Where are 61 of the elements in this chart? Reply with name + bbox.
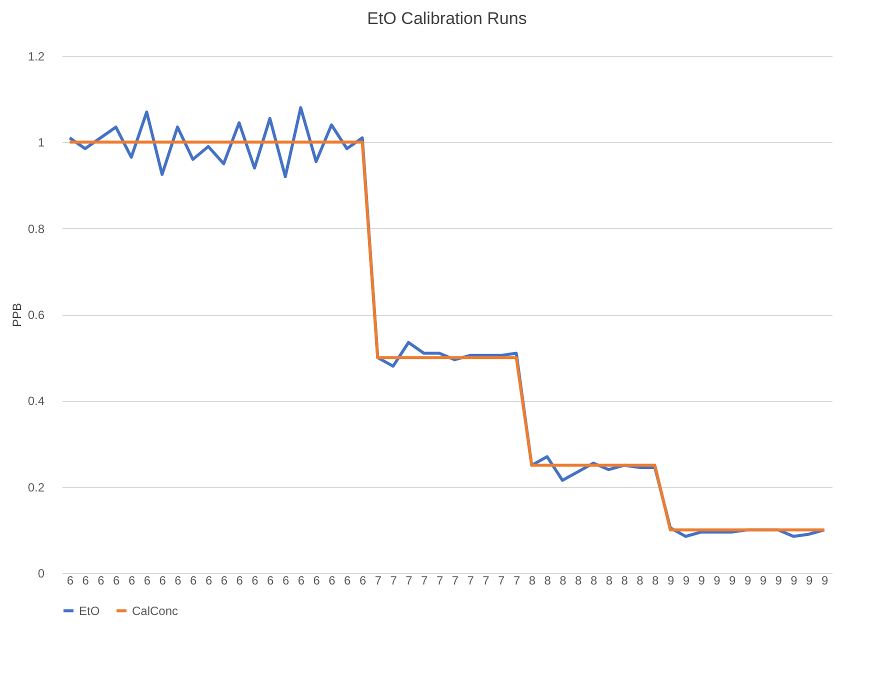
x-tick-label: 6 [113, 574, 120, 588]
x-tick-label: 8 [560, 574, 567, 588]
x-tick-label: 6 [359, 574, 366, 588]
x-tick-label: 9 [667, 574, 674, 588]
x-tick-label: 7 [513, 574, 520, 588]
legend-label: EtO [79, 604, 100, 618]
legend-label: CalConc [132, 604, 178, 618]
x-tick-label: 6 [82, 574, 90, 588]
x-tick-label: 7 [406, 574, 413, 588]
x-tick-label: 7 [421, 574, 428, 588]
x-tick-label: 6 [282, 574, 290, 588]
x-tick-label: 6 [128, 574, 136, 588]
x-tick-label: 9 [698, 574, 706, 588]
x-tick-label: 6 [190, 574, 198, 588]
chart-title: EtO Calibration Runs [367, 9, 527, 28]
y-tick-label: 1 [38, 136, 45, 150]
x-tick-label: 8 [528, 574, 536, 588]
x-tick-label: 9 [714, 574, 721, 588]
x-tick-label: 8 [590, 574, 598, 588]
x-tick-label: 7 [452, 574, 459, 588]
y-tick-label: 0.4 [28, 394, 45, 408]
x-tick-label: 9 [729, 574, 736, 588]
x-tick-label: 9 [790, 574, 798, 588]
x-tick-label: 9 [682, 574, 690, 588]
x-tick-label: 8 [621, 574, 628, 588]
x-tick-label: 8 [606, 574, 613, 588]
x-tick-label: 6 [236, 574, 244, 588]
x-tick-label: 8 [652, 574, 660, 588]
y-axis-title: PPB [10, 302, 24, 328]
x-tick-label: 6 [98, 574, 105, 588]
x-tick-label: 7 [390, 574, 398, 588]
x-tick-label: 6 [267, 574, 274, 588]
x-tick-label: 7 [498, 574, 506, 588]
y-tick-label: 1.2 [28, 50, 45, 64]
x-tick-label: 8 [544, 574, 552, 588]
x-tick-label: 9 [744, 574, 752, 588]
x-tick-label: 9 [806, 574, 814, 588]
x-tick-label: 6 [174, 574, 182, 588]
x-tick-label: 6 [252, 574, 259, 588]
x-tick-label: 7 [374, 574, 382, 588]
x-tick-label: 9 [821, 574, 828, 588]
x-tick-label: 8 [636, 574, 644, 588]
x-tick-label: 6 [66, 574, 74, 588]
x-tick-label: 6 [205, 574, 212, 588]
x-tick-label: 6 [159, 574, 166, 588]
y-tick-label: 0.8 [28, 222, 45, 236]
x-tick-label: 7 [467, 574, 474, 588]
y-tick-label: 0 [38, 566, 45, 580]
x-tick-label: 6 [344, 574, 352, 588]
x-tick-label: 6 [313, 574, 320, 588]
y-tick-label: 0.6 [28, 308, 45, 322]
x-tick-label: 6 [328, 574, 336, 588]
x-tick-label: 6 [220, 574, 228, 588]
x-tick-label: 7 [436, 574, 444, 588]
x-tick-label: 6 [298, 574, 305, 588]
x-tick-label: 8 [575, 574, 582, 588]
y-tick-label: 0.2 [28, 480, 45, 494]
x-tick-label: 9 [775, 574, 782, 588]
x-tick-label: 6 [144, 574, 151, 588]
x-tick-label: 9 [760, 574, 767, 588]
x-tick-label: 7 [482, 574, 490, 588]
